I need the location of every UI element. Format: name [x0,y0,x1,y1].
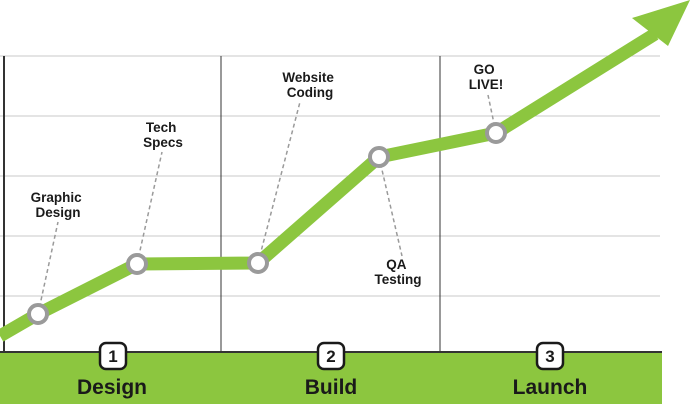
label-graphic-design: Graphic Design [31,190,86,220]
phase-badge-1: 1 [98,341,128,371]
node-website-coding [247,252,269,274]
leader-lines [37,94,497,315]
label-qa-testing: QA Testing [375,257,422,287]
phase-number-1: 1 [108,347,117,366]
grid-lines [0,55,660,297]
arrow-head-icon [632,0,690,46]
phase-badge-3: 3 [535,341,565,371]
node-graphic-design [27,303,49,325]
milestone-nodes [27,122,507,325]
phase-label-launch: Launch [513,376,588,399]
leader-tech-specs [136,151,163,265]
node-qa-testing [368,146,390,168]
node-go-live [485,122,507,144]
label-go-live: GO LIVE! [469,62,504,92]
phase-number-3: 3 [545,347,554,366]
leader-qa-testing [378,156,403,257]
phase-number-2: 2 [326,347,335,366]
node-tech-specs [126,253,148,275]
phase-label-design: Design [77,376,147,399]
label-tech-specs: Tech Specs [143,120,183,150]
phase-badge-2: 2 [316,341,346,371]
label-website-coding: Website Coding [282,70,337,100]
phase-label-build: Build [305,376,358,399]
leader-graphic-design [37,221,59,315]
